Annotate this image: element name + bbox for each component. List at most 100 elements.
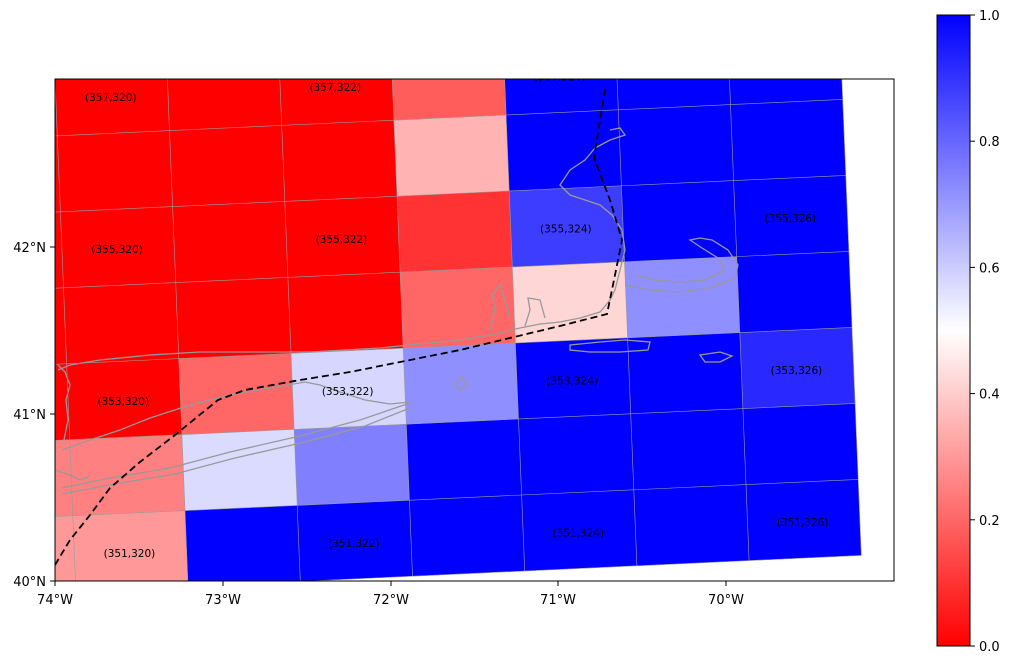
x-tick-label: 71°W xyxy=(540,593,576,608)
coastline xyxy=(55,127,739,495)
grid-line xyxy=(0,23,840,65)
grid-line xyxy=(616,79,638,566)
grid-cell xyxy=(512,261,628,343)
grid-cell xyxy=(55,363,70,441)
grid-cell xyxy=(181,429,298,511)
grid-cell xyxy=(742,403,859,485)
grid-line xyxy=(55,99,843,137)
cell-label: (351,326) xyxy=(777,517,829,529)
grid-line xyxy=(279,79,301,581)
grid-cell xyxy=(509,185,625,267)
x-axis: 74°W 73°W 72°W 71°W 70°W xyxy=(37,581,744,608)
grid-cell xyxy=(185,505,301,581)
grid-cell xyxy=(60,206,176,288)
grid-cell xyxy=(633,484,750,566)
colorbar-gradient xyxy=(936,14,971,647)
grid-line xyxy=(302,555,862,581)
grid-cell xyxy=(393,115,510,197)
grid-cell xyxy=(55,211,64,289)
x-tick-label: 74°W xyxy=(37,593,73,608)
x-tick-label: 70°W xyxy=(708,593,744,608)
grid-line xyxy=(167,79,189,581)
cell-label: (351,322) xyxy=(328,538,380,550)
grid-cell xyxy=(172,201,288,283)
grid-cell xyxy=(55,287,67,365)
cell-label: (357,320) xyxy=(85,92,137,104)
grid-cell xyxy=(518,413,634,495)
grid-line xyxy=(841,79,862,556)
grid-line xyxy=(729,79,750,561)
grid-cell xyxy=(733,175,849,257)
grid-cell xyxy=(169,125,285,207)
map-frame xyxy=(54,78,895,582)
grid-cell xyxy=(730,99,846,181)
cell-label: (357,322) xyxy=(309,82,361,94)
grid-cell xyxy=(624,256,740,338)
grid-cell xyxy=(291,348,407,430)
cell-labels: (357,320) (357,322) (357,324) (357,326) (355… xyxy=(85,61,829,560)
grid-cell xyxy=(66,358,182,440)
grid-cell xyxy=(746,479,862,561)
grid-cell xyxy=(406,419,522,501)
grid-cell xyxy=(736,251,852,333)
cell-label: (355,324) xyxy=(540,223,592,235)
grid-cell xyxy=(297,500,413,581)
grid-cell xyxy=(63,282,179,364)
cell-label: (357,324) xyxy=(534,71,586,83)
grid-cell xyxy=(403,343,519,425)
grid-cell xyxy=(504,79,619,115)
cell-label: (355,320) xyxy=(91,244,143,256)
grid-cell xyxy=(287,272,404,354)
grid-line xyxy=(55,79,76,581)
grid-cell xyxy=(621,180,737,262)
grid-cell xyxy=(55,79,170,136)
grid-cell xyxy=(409,495,525,577)
colorbar-tick-label: 0.0 xyxy=(979,640,1000,655)
colorbar-tick-label: 0.4 xyxy=(979,388,1000,403)
grid-cell xyxy=(515,337,631,419)
boundary-line xyxy=(55,84,623,566)
grid-cell xyxy=(55,439,73,517)
cell-label: (357,326) xyxy=(758,61,810,73)
grid-line xyxy=(391,79,413,577)
grid-cell xyxy=(281,120,397,202)
grid-cells xyxy=(55,79,862,581)
grid-cell xyxy=(392,79,507,121)
grid-cell xyxy=(521,489,637,571)
grid-cell xyxy=(627,332,743,414)
x-tick-label: 72°W xyxy=(373,593,409,608)
cell-label: (353,324) xyxy=(546,375,598,387)
grid-cell xyxy=(630,408,746,490)
cell-label: (353,326) xyxy=(771,365,823,377)
colorbar: 0.0 0.2 0.4 0.6 0.8 1.0 xyxy=(936,9,1000,655)
x-tick-label: 73°W xyxy=(205,593,241,608)
cell-label: (351,320) xyxy=(104,548,156,560)
cell-label: (355,322) xyxy=(316,234,368,246)
grid-cell xyxy=(175,277,291,359)
cell-label: (355,326) xyxy=(764,213,816,225)
y-axis: 40°N 41°N 42°N xyxy=(13,241,55,590)
grid-line xyxy=(55,251,849,289)
grid-cell xyxy=(739,327,856,409)
grid-line xyxy=(55,403,856,441)
cell-label: (353,320) xyxy=(97,396,149,408)
grid-cell xyxy=(506,109,622,191)
map-area: (357,320) (357,322) (357,324) (357,326) (355… xyxy=(0,23,862,581)
grid-cell xyxy=(57,130,173,212)
cell-label: (351,324) xyxy=(552,527,604,539)
grid-line xyxy=(55,175,846,213)
colorbar-tick-label: 0.2 xyxy=(979,514,1000,529)
grid-cell xyxy=(294,424,410,506)
colorbar-tick-label: 0.8 xyxy=(979,135,1000,150)
cell-label: (353,322) xyxy=(322,386,374,398)
colorbar-ticks: 0.0 0.2 0.4 0.6 0.8 1.0 xyxy=(970,9,1000,655)
grid-cell xyxy=(55,135,61,213)
grid-cell xyxy=(729,79,843,105)
grid-line xyxy=(504,79,525,572)
grid-cell xyxy=(618,104,734,186)
grid-cell xyxy=(55,79,58,136)
grid-cell xyxy=(617,79,731,110)
colorbar-tick-label: 1.0 xyxy=(979,9,1000,24)
grid-cell xyxy=(284,196,401,278)
grid-cell xyxy=(55,515,76,581)
